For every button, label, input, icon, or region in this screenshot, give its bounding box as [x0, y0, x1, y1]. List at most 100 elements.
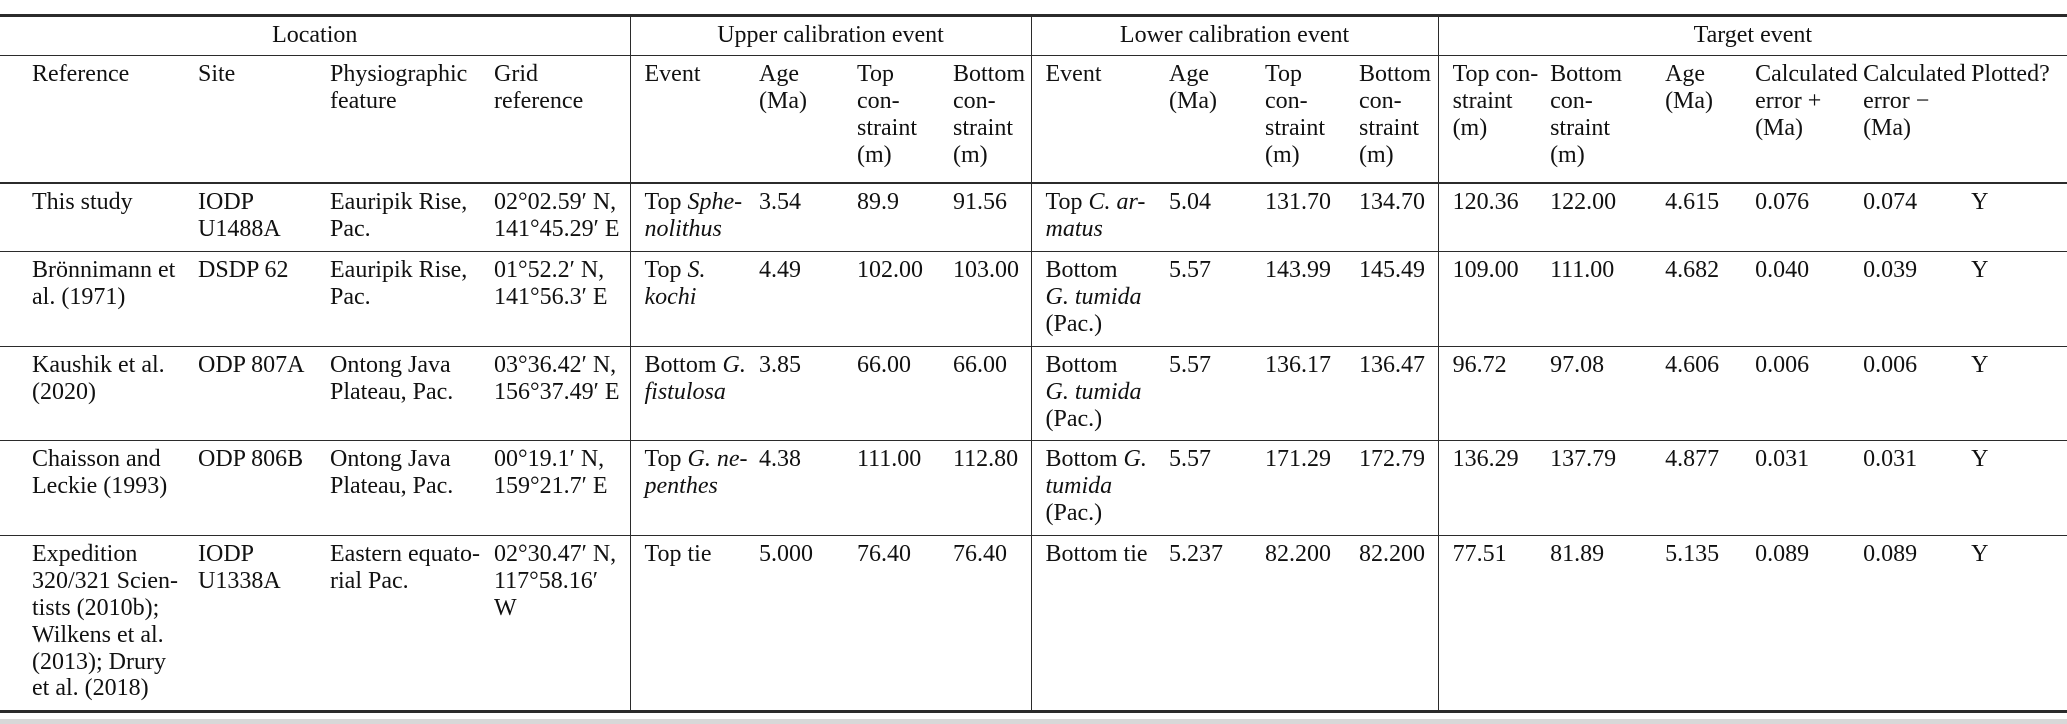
- column-header-lower-age: Age (Ma): [1167, 55, 1264, 185]
- cell-lower-top-constraint: 171.29: [1263, 440, 1358, 536]
- species-name: G. tumida: [1045, 284, 1142, 310]
- calibration-events-table: Location Upper calibration event Lower cal…: [0, 14, 2067, 714]
- cell-target-top-constraint: 77.51: [1437, 534, 1549, 712]
- cell-target-error-minus: 0.089: [1861, 534, 1970, 712]
- cell-upper-bottom-constraint: 91.56: [953, 189, 1007, 216]
- column-header-target-top-constraint: Top con- straint (m): [1437, 55, 1549, 185]
- cell-lower-top-constraint: 136.17: [1263, 345, 1358, 441]
- cell-target-error-minus: 0.031: [1861, 440, 1970, 536]
- cell-upper-bottom-constraint: 76.40: [951, 534, 1032, 712]
- cell-upper-top-constraint: 66.00: [855, 345, 951, 441]
- page-bottom-edge: [0, 719, 2067, 724]
- cell-text: (Pac.): [1045, 405, 1103, 432]
- cell-upper-top-constraint: 111.00: [855, 440, 951, 536]
- cell-site: DSDP 62: [196, 251, 328, 347]
- column-header-lower-top-constraint: Top con- straint (m): [1263, 55, 1358, 185]
- group-header-target-event: Target event: [1437, 15, 2067, 56]
- species-name: G. tumida: [1045, 378, 1142, 405]
- table-row: Expedition 320/321 Scien- tists (2010b);…: [0, 534, 2067, 712]
- group-header-upper-calibration-event: Upper calibration event: [629, 15, 1032, 56]
- cell-lower-bottom-constraint: 134.70: [1359, 189, 1426, 216]
- cell-text: Bottom: [1045, 257, 1118, 284]
- cell-reference: Kaushik et al. (2020): [0, 345, 196, 441]
- cell-text: Bottom: [1045, 351, 1118, 378]
- table-row: Chaisson and Leckie (1993) ODP 806B Ontong…: [0, 440, 2067, 536]
- cell-upper-age: 3.54: [759, 189, 801, 216]
- cell-upper-age: 3.85: [757, 345, 855, 441]
- cell-target-bottom-constraint: 137.79: [1548, 440, 1664, 536]
- species-name: G. fistulosa: [644, 351, 746, 405]
- column-header-upper-top-constraint: Top con- straint (m): [855, 55, 951, 185]
- cell-target-error-minus: 0.074: [1863, 189, 1918, 216]
- cell-plotted: Y: [1969, 345, 2067, 441]
- cell-physiographic-feature: Eauripik Rise, Pac.: [330, 189, 468, 243]
- table-row: Brönnimann et al. (1971) DSDP 62 Eauripik …: [0, 251, 2067, 347]
- cell-upper-event: Top G. ne- penthes: [629, 440, 757, 536]
- cell-upper-event: Top Sphe- nolithus: [629, 183, 757, 252]
- group-header-lower-calibration-event: Lower calibration event: [1030, 15, 1439, 56]
- cell-upper-bottom-constraint: 103.00: [951, 251, 1032, 347]
- cell-target-top-constraint: 120.36: [1437, 183, 1549, 252]
- cell-lower-event: Bottom tie: [1030, 534, 1168, 712]
- cell-upper-top-constraint: 89.9: [857, 189, 899, 216]
- cell-text: Top: [644, 189, 688, 216]
- cell-text: Top: [644, 446, 688, 473]
- cell-reference: This study: [32, 189, 133, 216]
- cell-reference: Brönnimann et al. (1971): [0, 251, 196, 347]
- cell-lower-event: Bottom G. tumida (Pac.): [1030, 440, 1168, 536]
- group-header-location: Location: [0, 15, 630, 56]
- cell-site: ODP 807A: [196, 345, 328, 441]
- column-header-upper-event: Event: [629, 55, 757, 185]
- cell-target-error-plus: 0.076: [1755, 189, 1810, 216]
- cell-target-top-constraint: 109.00: [1437, 251, 1549, 347]
- cell-site: ODP 806B: [196, 440, 328, 536]
- column-header-target-age: Age (Ma): [1663, 55, 1754, 185]
- cell-lower-age: 5.57: [1167, 440, 1264, 536]
- cell-target-error-plus: 0.006: [1753, 345, 1862, 441]
- cell-grid-reference: 02°30.47′ N, 117°58.16′ W: [492, 534, 630, 712]
- cell-lower-bottom-constraint: 172.79: [1357, 440, 1439, 536]
- cell-plotted: Y: [1969, 534, 2067, 712]
- cell-lower-age: 5.57: [1167, 345, 1264, 441]
- cell-target-age: 4.877: [1663, 440, 1754, 536]
- column-header-physiographic-feature: Physiographic feature: [328, 55, 492, 185]
- group-header-row: Location Upper calibration event Lower cal…: [0, 15, 2067, 56]
- cell-target-bottom-constraint: 122.00: [1550, 189, 1617, 216]
- column-header-upper-age: Age (Ma): [757, 55, 855, 185]
- cell-target-age: 4.615: [1665, 189, 1720, 216]
- cell-grid-reference: 01°52.2′ N, 141°56.3′ E: [492, 251, 630, 347]
- cell-lower-age: 5.04: [1169, 189, 1212, 216]
- species-name: G. ne- penthes: [644, 446, 748, 500]
- cell-target-error-minus: 0.039: [1861, 251, 1970, 347]
- cell-upper-top-constraint: 76.40: [855, 534, 951, 712]
- cell-target-bottom-constraint: 97.08: [1548, 345, 1664, 441]
- cell-plotted: Y: [1971, 189, 1989, 216]
- cell-upper-event: Top S. kochi: [629, 251, 757, 347]
- cell-lower-bottom-constraint: 145.49: [1357, 251, 1439, 347]
- cell-text: Top: [1045, 189, 1089, 216]
- cell-target-age: 4.682: [1663, 251, 1754, 347]
- table-body: This study IODP U1488A Eauripik Rise, Pac.…: [0, 183, 2067, 712]
- table-head: Location Upper calibration event Lower cal…: [0, 15, 2067, 185]
- cell-lower-age: 5.57: [1167, 251, 1264, 347]
- cell-text: Bottom: [1045, 446, 1124, 473]
- column-header-lower-event: Event: [1030, 55, 1168, 185]
- cell-grid-reference: 02°02.59′ N, 141°45.29′ E: [494, 189, 620, 243]
- cell-target-error-minus: 0.006: [1861, 345, 1970, 441]
- table-row: This study IODP U1488A Eauripik Rise, Pac.…: [0, 183, 2067, 252]
- cell-text: Bottom: [644, 351, 723, 378]
- cell-upper-top-constraint: 102.00: [855, 251, 951, 347]
- cell-text: Top: [644, 257, 688, 284]
- cell-upper-bottom-constraint: 112.80: [951, 440, 1032, 536]
- cell-plotted: Y: [1969, 440, 2067, 536]
- cell-site: IODP U1488A: [198, 189, 281, 243]
- cell-target-top-constraint: 136.29: [1437, 440, 1549, 536]
- cell-reference: Expedition 320/321 Scien- tists (2010b);…: [0, 534, 196, 712]
- cell-grid-reference: 00°19.1′ N, 159°21.7′ E: [492, 440, 630, 536]
- species-name: C. ar- matus: [1045, 189, 1146, 243]
- cell-target-bottom-constraint: 111.00: [1548, 251, 1664, 347]
- cell-site: IODP U1338A: [196, 534, 328, 712]
- column-header-upper-bottom-constraint: Bottom con- straint (m): [951, 55, 1032, 185]
- cell-upper-age: 4.38: [757, 440, 855, 536]
